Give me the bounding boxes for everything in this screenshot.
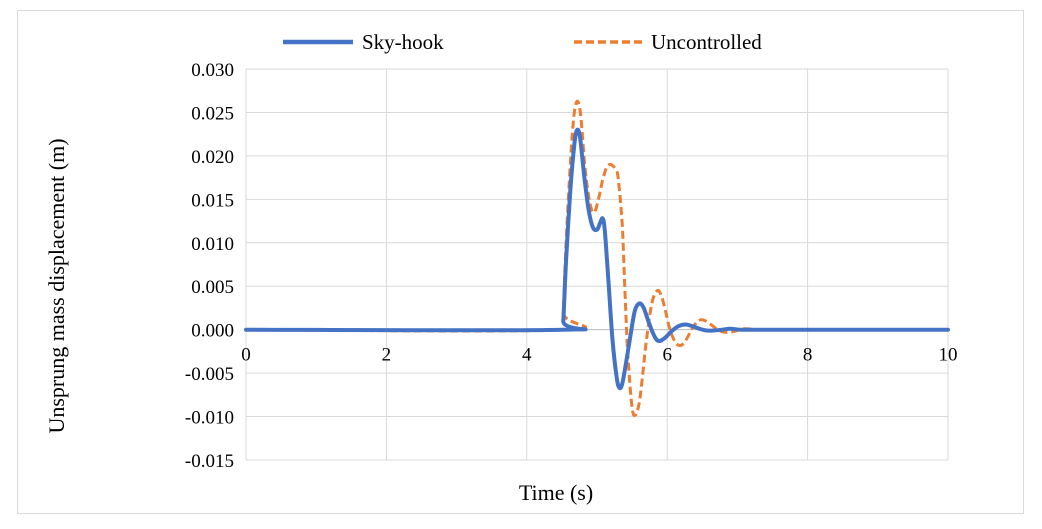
y-tick-label: 0.010 [191, 234, 234, 255]
x-tick-label: 2 [382, 345, 392, 366]
gridlines [245, 68, 949, 461]
y-tick-labels: -0.015 -0.010 -0.005 0.000 0.005 0.010 0.015 0.… [185, 60, 234, 472]
y-tick-label: -0.015 [185, 451, 234, 472]
y-tick-label: -0.005 [185, 364, 234, 385]
y-tick-label: 0.015 [191, 190, 234, 211]
x-tick-labels: 0 2 4 6 8 10 [241, 345, 957, 366]
x-tick-label: 6 [662, 345, 672, 366]
x-tick-label: 4 [522, 345, 532, 366]
y-tick-label: 0.025 [191, 103, 234, 124]
legend-label-sky-hook: Sky-hook [362, 30, 444, 54]
x-tick-label: 0 [241, 345, 251, 366]
series-line-uncontrolled [245, 99, 948, 418]
x-tick-label: 8 [803, 345, 813, 366]
series-line-sky-hook [244, 127, 950, 391]
legend: Sky-hook Uncontrolled [283, 30, 762, 54]
series-layer [244, 99, 950, 418]
x-axis-title: Time (s) [519, 480, 593, 505]
y-tick-label: 0.005 [191, 277, 234, 298]
chart-frame [17, 10, 1024, 514]
y-axis-title: Unsprung mass displacement (m) [44, 138, 69, 433]
y-tick-label: 0.000 [191, 321, 234, 342]
legend-label-uncontrolled: Uncontrolled [651, 30, 762, 54]
y-tick-label: 0.030 [191, 60, 234, 81]
y-tick-label: 0.020 [191, 147, 234, 168]
x-tick-label: 10 [939, 345, 958, 366]
y-tick-label: -0.010 [185, 408, 234, 429]
